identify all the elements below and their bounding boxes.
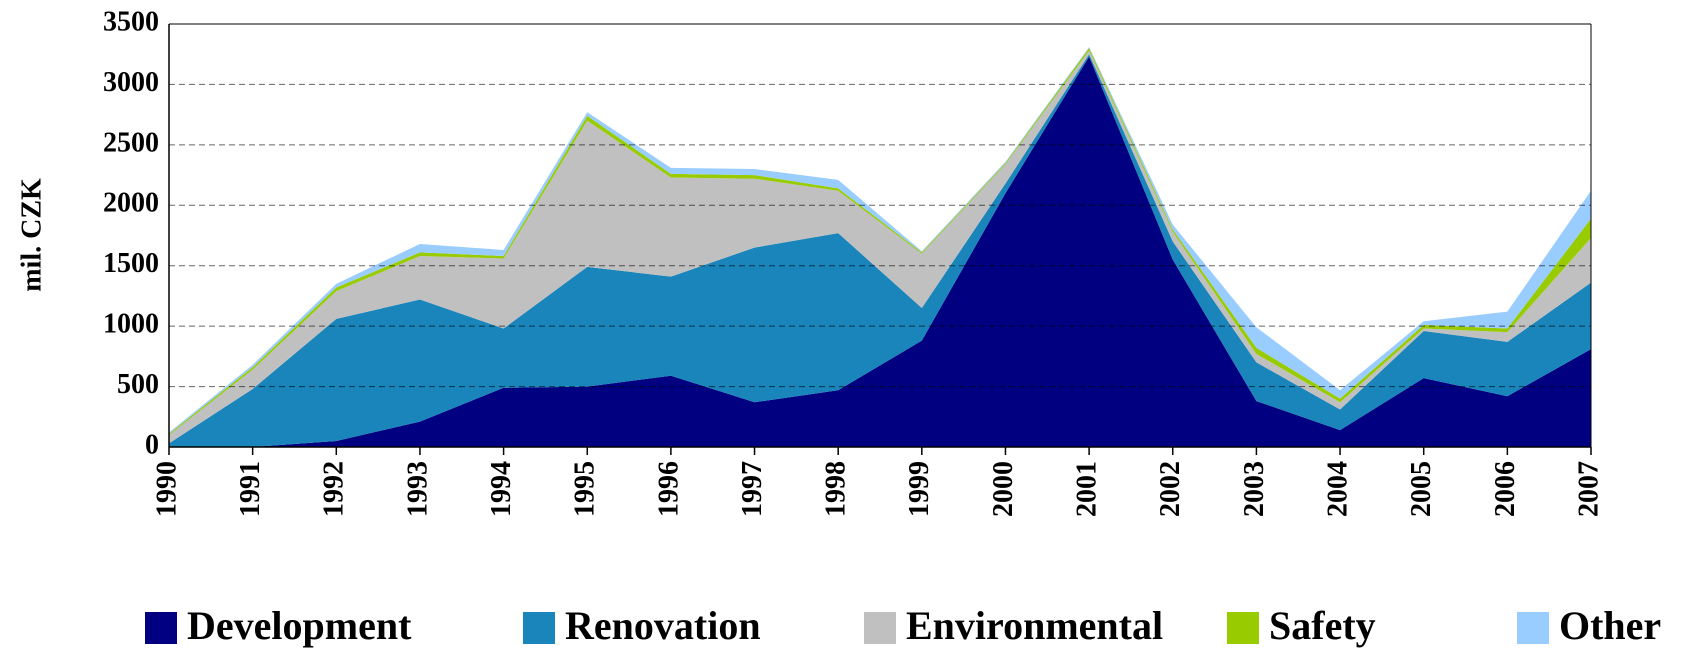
y-tick-label: 3000 [103,67,159,98]
x-tick-label: 2005 [1406,461,1437,517]
x-tick-label: 1990 [151,461,182,517]
area [169,56,1591,447]
y-tick-label: 1000 [103,309,159,340]
x-tick-label: 2006 [1490,461,1521,517]
y-tick-label: 2500 [103,127,159,158]
x-tick-label: 1992 [319,461,350,517]
y-tick-label: 500 [117,369,159,400]
y-tick-label: 1500 [103,248,159,279]
legend-label: Environmental [906,603,1163,648]
legend-swatch [864,612,896,644]
x-tick-label: 1998 [821,461,852,517]
x-tick-label: 2007 [1573,461,1604,517]
x-tick-label: 1991 [235,461,266,517]
y-tick-label: 0 [145,429,159,460]
x-tick-label: 2000 [988,461,1019,517]
legend-swatch [1227,612,1259,644]
x-tick-label: 1993 [402,461,433,517]
y-tick-label: 2000 [103,188,159,219]
x-tick-label: 2002 [1155,461,1186,517]
area [169,50,1591,444]
x-tick-label: 1994 [486,461,517,517]
x-tick-label: 1995 [570,461,601,517]
legend-label: Renovation [565,603,761,648]
y-axis-title: mil. CZK [16,178,47,292]
y-tick-label: 3500 [103,6,159,37]
x-tick-label: 2003 [1239,461,1270,517]
x-tick-label: 1996 [653,461,684,517]
area [169,54,1591,447]
legend-swatch [523,612,555,644]
legend-label: Other [1559,603,1661,648]
legend-swatch [145,612,177,644]
x-tick-label: 1997 [737,461,768,517]
legend-label: Development [187,603,412,648]
legend-swatch [1517,612,1549,644]
legend-label: Safety [1269,603,1376,648]
x-tick-label: 2004 [1322,461,1353,517]
x-tick-label: 2001 [1072,461,1103,517]
x-tick-label: 1999 [904,461,935,517]
